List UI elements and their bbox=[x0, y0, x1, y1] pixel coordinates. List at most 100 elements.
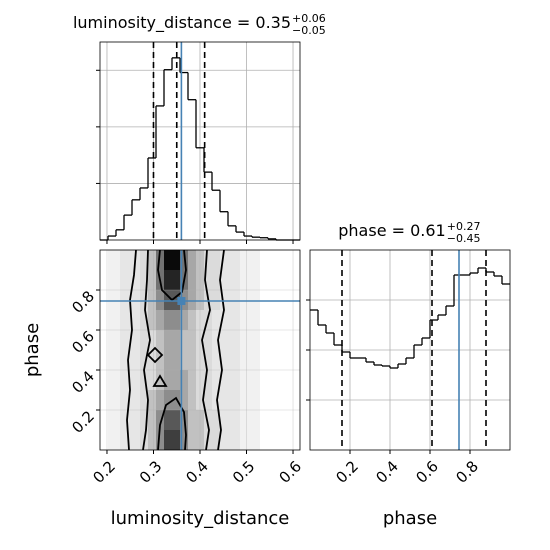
density-cell bbox=[172, 270, 180, 290]
density-cell bbox=[148, 310, 156, 330]
panel-frame bbox=[99, 249, 301, 451]
density-cell bbox=[204, 390, 212, 410]
density-cell bbox=[172, 430, 180, 450]
density-cell bbox=[188, 310, 196, 330]
density-cell bbox=[140, 330, 148, 350]
density-cell bbox=[212, 250, 220, 270]
contour bbox=[146, 346, 164, 364]
density-cell bbox=[180, 350, 188, 370]
title-upper-error: +0.06 bbox=[292, 12, 326, 25]
x-tick-label: 0.6 bbox=[275, 457, 305, 487]
density-cell bbox=[180, 330, 188, 350]
y-axis-label: phase bbox=[22, 323, 43, 377]
density-cell bbox=[148, 370, 156, 390]
y-tick-label: 0.2 bbox=[68, 407, 98, 437]
density-cell bbox=[212, 270, 220, 290]
density-cell bbox=[140, 310, 148, 330]
density-cell bbox=[204, 350, 212, 370]
density-cell bbox=[188, 250, 196, 270]
x-axis-label: luminosity_distance bbox=[111, 508, 290, 529]
density-cell bbox=[156, 390, 164, 410]
density-cell bbox=[212, 410, 220, 430]
density-cell bbox=[164, 410, 172, 430]
x-tick-label: 0.6 bbox=[412, 457, 442, 487]
x-tick-label: 0.3 bbox=[136, 457, 166, 487]
density-cell bbox=[156, 290, 164, 310]
title-upper-error: +0.27 bbox=[447, 220, 481, 233]
density-cell bbox=[140, 290, 148, 310]
panel-frame bbox=[99, 41, 301, 241]
density-cell bbox=[188, 350, 196, 370]
panel-frame bbox=[309, 249, 511, 451]
density-cell bbox=[172, 330, 180, 350]
x-tick-label: 0.2 bbox=[89, 457, 119, 487]
density-cell bbox=[140, 350, 148, 370]
density-cell bbox=[172, 390, 180, 410]
density-cell bbox=[140, 270, 148, 290]
density-cell bbox=[188, 270, 196, 290]
density-cell bbox=[188, 390, 196, 410]
density-cell bbox=[204, 250, 212, 270]
density-cell bbox=[140, 390, 148, 410]
density-cell bbox=[156, 330, 164, 350]
density-cell bbox=[212, 430, 220, 450]
density-cell bbox=[172, 370, 180, 390]
y-tick-label: 0.8 bbox=[68, 287, 98, 317]
density-cell bbox=[140, 250, 148, 270]
density-cell bbox=[188, 290, 196, 310]
density-cell bbox=[204, 370, 212, 390]
density-cell bbox=[188, 330, 196, 350]
density-cell bbox=[164, 370, 172, 390]
density-cell bbox=[148, 270, 156, 290]
density-cell bbox=[164, 430, 172, 450]
density-cell bbox=[180, 310, 188, 330]
x-tick-label: 0.4 bbox=[182, 457, 212, 487]
panel-title: phase = 0.61 bbox=[338, 221, 445, 240]
density-cell bbox=[156, 410, 164, 430]
title-lower-error: −0.05 bbox=[292, 24, 326, 37]
density-cell bbox=[180, 250, 188, 270]
density-cell bbox=[164, 310, 172, 330]
density-cell bbox=[188, 430, 196, 450]
contours bbox=[126, 249, 225, 451]
contour bbox=[157, 249, 187, 302]
density-cell bbox=[140, 370, 148, 390]
y-tick-label: 0.6 bbox=[68, 327, 98, 357]
density-cell bbox=[204, 410, 212, 430]
truth-marker bbox=[177, 297, 186, 305]
panel-title: luminosity_distance = 0.35 bbox=[73, 13, 291, 33]
contour bbox=[126, 249, 137, 451]
contour bbox=[201, 249, 211, 451]
density-cell bbox=[148, 390, 156, 410]
density-cell bbox=[188, 410, 196, 430]
density-cell bbox=[180, 370, 188, 390]
x-tick-label: 0.2 bbox=[332, 457, 362, 487]
density-cell bbox=[172, 290, 180, 310]
density-cell bbox=[172, 410, 180, 430]
x-tick-label: 0.5 bbox=[229, 457, 259, 487]
x-tick-label: 0.4 bbox=[372, 457, 402, 487]
density-cell bbox=[164, 330, 172, 350]
density-cell bbox=[180, 430, 188, 450]
density-cell bbox=[204, 330, 212, 350]
density-cell bbox=[164, 350, 172, 370]
density-cell bbox=[164, 250, 172, 270]
density-cell bbox=[164, 290, 172, 310]
density-cell bbox=[172, 250, 180, 270]
x-tick-label: 0.8 bbox=[452, 457, 482, 487]
density-cell bbox=[204, 270, 212, 290]
density-cell bbox=[172, 310, 180, 330]
contour bbox=[216, 249, 225, 451]
density-cell bbox=[156, 250, 164, 270]
density-cell bbox=[148, 250, 156, 270]
density-cell bbox=[188, 370, 196, 390]
density-cell bbox=[148, 430, 156, 450]
contour bbox=[157, 396, 187, 451]
density-cell bbox=[164, 270, 172, 290]
x-axis-label: phase bbox=[383, 508, 437, 529]
contour bbox=[152, 374, 168, 387]
density-cell bbox=[156, 370, 164, 390]
density-cell bbox=[156, 310, 164, 330]
density-cell bbox=[148, 290, 156, 310]
